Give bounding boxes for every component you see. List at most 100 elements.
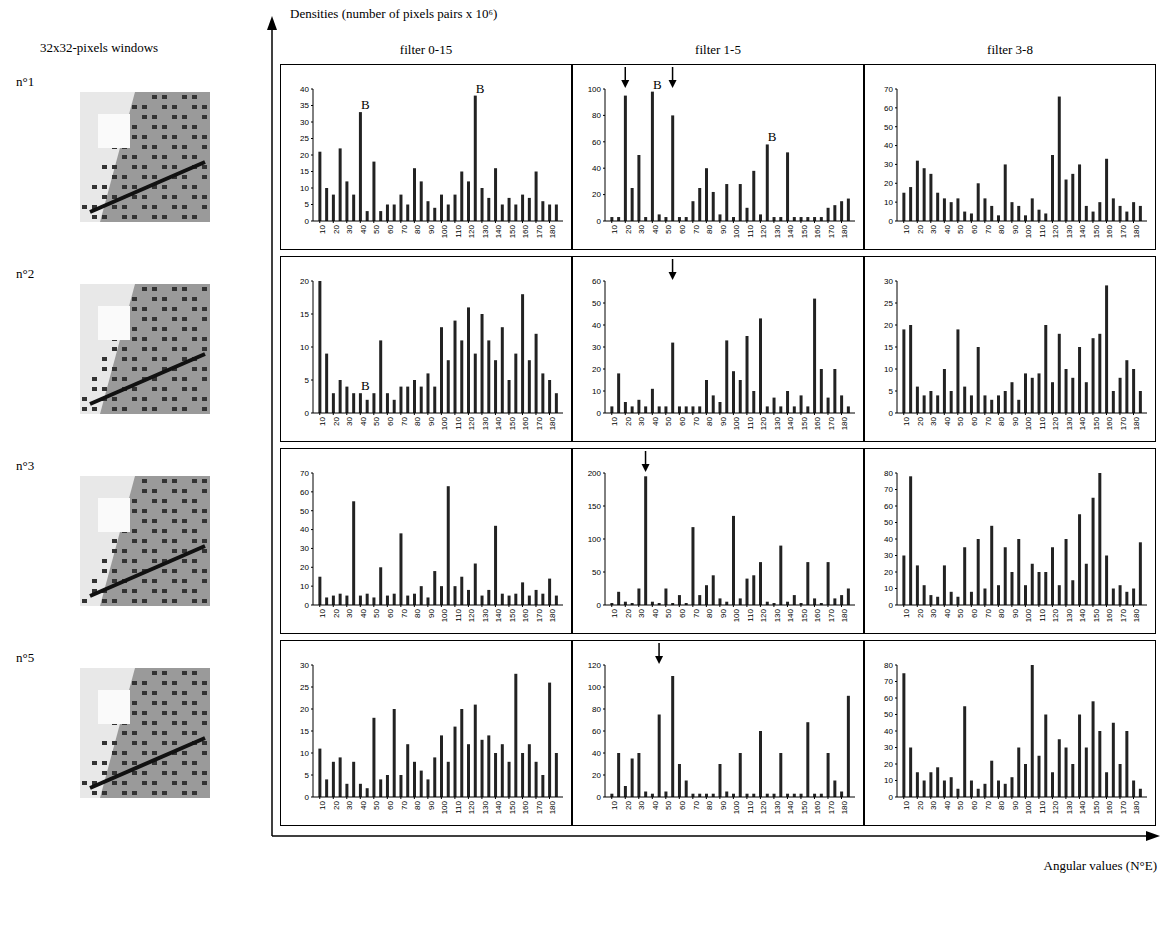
svg-text:140: 140: [494, 608, 503, 622]
svg-text:140: 140: [1078, 800, 1087, 814]
svg-text:30: 30: [884, 160, 893, 169]
svg-text:80: 80: [997, 224, 1006, 233]
svg-text:130: 130: [1065, 224, 1074, 238]
svg-text:100: 100: [732, 416, 741, 430]
svg-text:120: 120: [759, 224, 768, 238]
svg-text:B: B: [653, 77, 662, 92]
svg-text:B: B: [361, 97, 370, 112]
svg-text:170: 170: [535, 800, 544, 814]
svg-text:150: 150: [800, 608, 809, 622]
svg-text:40: 40: [884, 535, 893, 544]
svg-text:40: 40: [943, 416, 952, 425]
svg-text:140: 140: [786, 224, 795, 238]
svg-text:180: 180: [548, 416, 557, 430]
svg-text:60: 60: [592, 277, 601, 286]
svg-text:20: 20: [332, 224, 341, 233]
svg-text:B: B: [361, 378, 370, 393]
svg-text:180: 180: [1132, 416, 1141, 430]
svg-text:80: 80: [413, 416, 422, 425]
svg-text:50: 50: [372, 416, 381, 425]
svg-text:40: 40: [359, 800, 368, 809]
svg-text:60: 60: [678, 608, 687, 617]
svg-text:25: 25: [300, 683, 309, 692]
svg-text:20: 20: [624, 608, 633, 617]
svg-text:60: 60: [884, 104, 893, 113]
svg-text:120: 120: [467, 800, 476, 814]
svg-text:50: 50: [956, 224, 965, 233]
svg-text:140: 140: [786, 416, 795, 430]
svg-text:100: 100: [588, 683, 602, 692]
svg-text:0: 0: [889, 409, 894, 418]
svg-text:60: 60: [592, 727, 601, 736]
svg-text:20: 20: [300, 705, 309, 714]
svg-text:10: 10: [300, 343, 309, 352]
svg-text:30: 30: [637, 224, 646, 233]
svg-text:70: 70: [692, 224, 701, 233]
svg-text:70: 70: [400, 800, 409, 809]
svg-text:60: 60: [970, 416, 979, 425]
svg-text:40: 40: [359, 416, 368, 425]
svg-text:80: 80: [997, 608, 1006, 617]
svg-text:10: 10: [610, 800, 619, 809]
svg-text:140: 140: [494, 416, 503, 430]
svg-text:10: 10: [610, 416, 619, 425]
svg-text:120: 120: [759, 416, 768, 430]
svg-text:10: 10: [884, 365, 893, 374]
svg-text:10: 10: [318, 224, 327, 233]
svg-text:40: 40: [651, 608, 660, 617]
svg-text:150: 150: [1092, 416, 1101, 430]
svg-text:20: 20: [592, 190, 601, 199]
svg-text:80: 80: [413, 608, 422, 617]
svg-text:15: 15: [300, 310, 309, 319]
svg-text:10: 10: [592, 387, 601, 396]
svg-text:150: 150: [508, 224, 517, 238]
svg-text:60: 60: [884, 502, 893, 511]
svg-text:90: 90: [427, 608, 436, 617]
svg-text:160: 160: [521, 416, 530, 430]
svg-text:10: 10: [300, 184, 309, 193]
svg-text:170: 170: [1119, 800, 1128, 814]
svg-text:180: 180: [1132, 800, 1141, 814]
svg-text:170: 170: [1119, 608, 1128, 622]
svg-text:90: 90: [1011, 416, 1020, 425]
svg-text:40: 40: [359, 224, 368, 233]
svg-text:30: 30: [637, 800, 646, 809]
svg-text:20: 20: [300, 563, 309, 572]
svg-text:130: 130: [1065, 800, 1074, 814]
svg-text:80: 80: [705, 224, 714, 233]
svg-text:90: 90: [427, 800, 436, 809]
svg-text:40: 40: [651, 416, 660, 425]
svg-text:110: 110: [746, 800, 755, 813]
svg-text:120: 120: [1051, 416, 1060, 430]
svg-text:50: 50: [664, 800, 673, 809]
svg-text:10: 10: [884, 776, 893, 785]
svg-text:50: 50: [372, 224, 381, 233]
svg-text:50: 50: [956, 608, 965, 617]
svg-text:90: 90: [719, 416, 728, 425]
svg-text:60: 60: [386, 416, 395, 425]
svg-text:120: 120: [467, 224, 476, 238]
svg-text:80: 80: [705, 800, 714, 809]
svg-text:70: 70: [984, 224, 993, 233]
svg-text:40: 40: [359, 608, 368, 617]
svg-text:80: 80: [413, 224, 422, 233]
svg-text:70: 70: [984, 800, 993, 809]
svg-text:20: 20: [332, 608, 341, 617]
svg-text:120: 120: [467, 416, 476, 430]
svg-text:110: 110: [454, 608, 463, 621]
svg-text:140: 140: [494, 800, 503, 814]
svg-text:70: 70: [884, 485, 893, 494]
svg-text:30: 30: [300, 661, 309, 670]
svg-text:10: 10: [884, 584, 893, 593]
svg-text:10: 10: [610, 608, 619, 617]
svg-text:180: 180: [840, 224, 849, 238]
svg-text:60: 60: [300, 488, 309, 497]
svg-text:50: 50: [956, 800, 965, 809]
svg-text:40: 40: [943, 224, 952, 233]
svg-text:170: 170: [535, 608, 544, 622]
svg-text:25: 25: [884, 299, 893, 308]
svg-text:10: 10: [318, 800, 327, 809]
svg-text:60: 60: [592, 138, 601, 147]
svg-text:150: 150: [508, 800, 517, 814]
svg-text:30: 30: [345, 608, 354, 617]
